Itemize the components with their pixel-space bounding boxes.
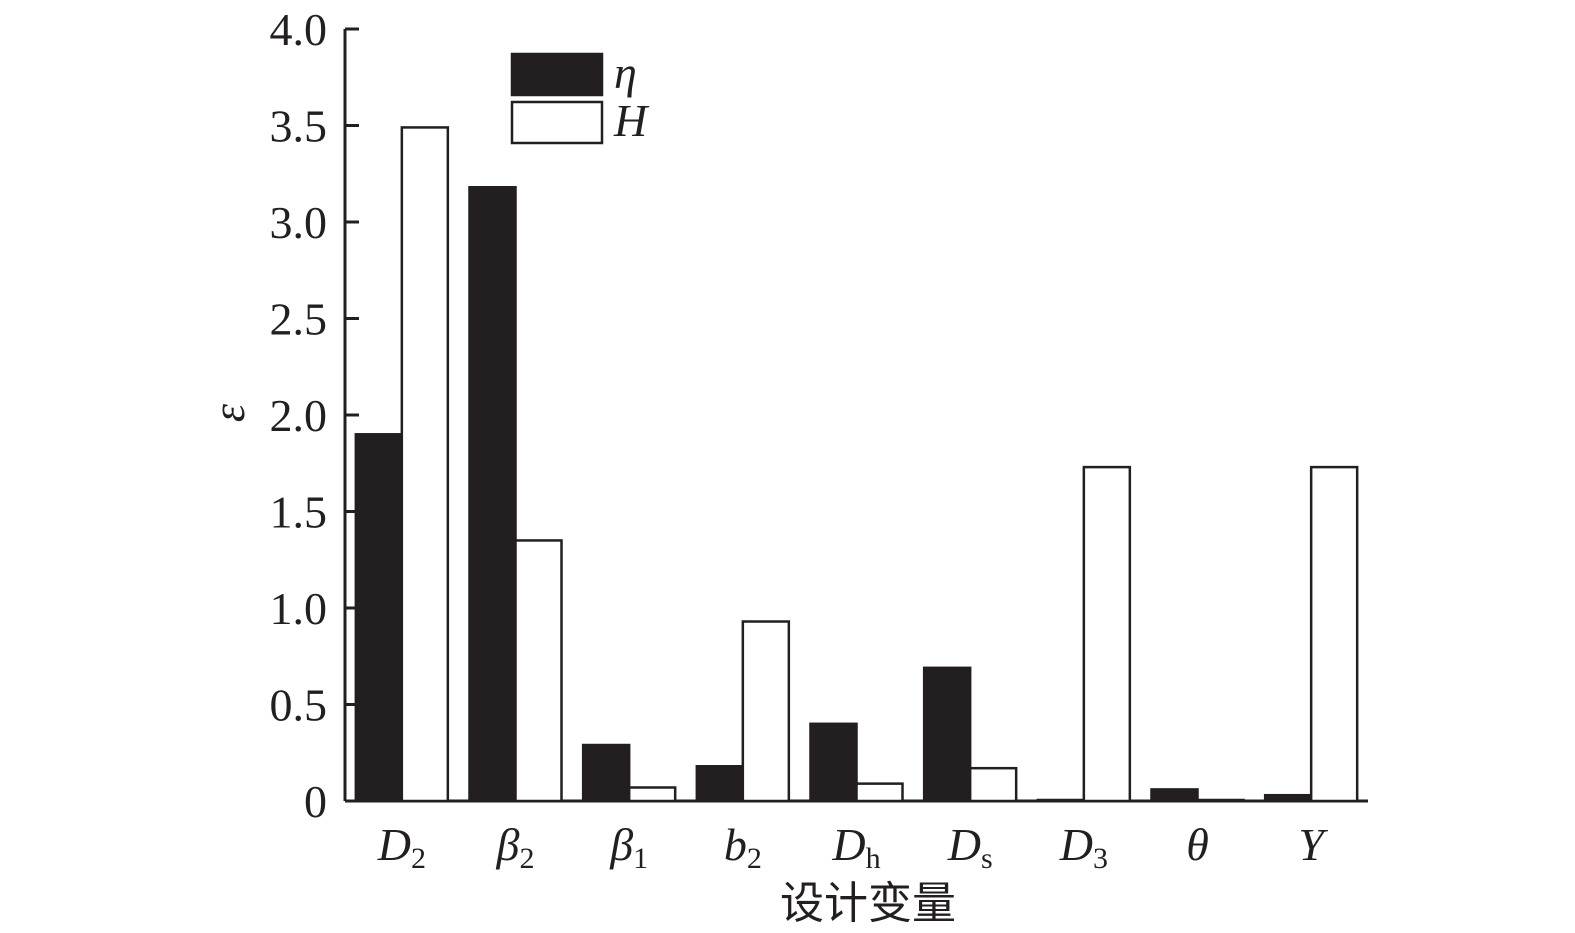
x-tick-label: β1 xyxy=(609,819,648,875)
legend-label: H xyxy=(613,95,650,146)
legend-swatch xyxy=(510,52,604,97)
bar-eta xyxy=(354,433,404,803)
y-axis-label: ε xyxy=(203,403,254,422)
bar-h xyxy=(741,620,791,803)
bars xyxy=(354,126,1359,803)
bar-eta xyxy=(581,743,631,803)
bar-h xyxy=(855,782,904,803)
x-tick-label: β2 xyxy=(496,819,535,875)
legend-swatch xyxy=(510,100,604,145)
y-tick-label: 3.5 xyxy=(270,101,328,152)
legend: ηH xyxy=(510,47,650,146)
bar-eta xyxy=(1263,793,1313,803)
bar-h xyxy=(400,126,450,803)
y-tick-label: 3.0 xyxy=(270,197,328,248)
bar-eta xyxy=(809,722,858,803)
bar-eta xyxy=(1150,788,1199,803)
bar-h xyxy=(968,766,1018,803)
x-tick-label: Ds xyxy=(947,819,993,875)
x-tick-label: b2 xyxy=(724,819,762,875)
bar-h xyxy=(627,786,677,803)
y-tick-label: 1.5 xyxy=(270,487,328,538)
x-tick-label: D2 xyxy=(377,819,426,875)
bar-h xyxy=(1082,465,1132,803)
bar-eta xyxy=(468,186,517,803)
y-tick-label: 1.0 xyxy=(270,583,328,634)
legend-label: η xyxy=(614,47,637,98)
bar-h xyxy=(1309,465,1359,803)
x-tick-label: Y xyxy=(1298,819,1328,870)
y-tick-label: 2.5 xyxy=(270,294,328,345)
x-tick-label: θ xyxy=(1186,819,1209,870)
x-tick-label: D3 xyxy=(1059,819,1108,875)
bar-eta xyxy=(695,765,745,803)
y-tick-label: 0 xyxy=(304,776,327,827)
axes: 0 0.5 1.0 1.5 2.0 2.5 3.0 3.5 4.0 D2 β2 β1 b2 Dh Ds D3 θ… xyxy=(270,4,1368,875)
bar-eta xyxy=(1036,798,1086,803)
y-tick-label: 4.0 xyxy=(270,4,328,55)
bar-h xyxy=(514,539,563,803)
y-tick-label: 0.5 xyxy=(270,680,328,731)
bar-h xyxy=(1196,798,1245,803)
x-tick-label: Dh xyxy=(831,819,880,875)
bar-eta xyxy=(922,666,972,803)
x-axis-label: 设计变量 xyxy=(780,878,956,929)
y-tick-label: 2.0 xyxy=(270,390,328,441)
